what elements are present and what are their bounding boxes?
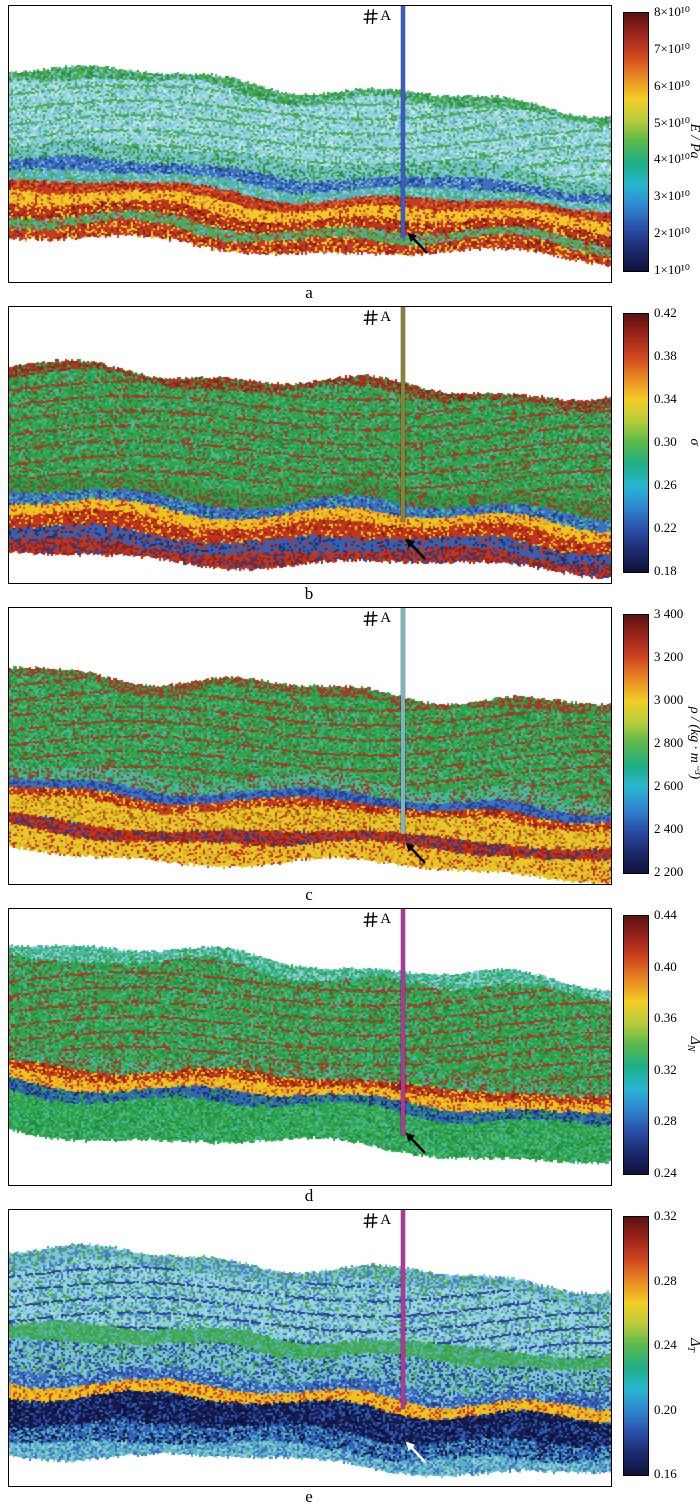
well-track-line [401, 608, 406, 835]
colorbar-axis-label: ΔN [685, 1036, 700, 1052]
jing-character-icon [363, 9, 378, 24]
colorbar [623, 12, 649, 272]
panel-letter: d [304, 1186, 314, 1205]
colorbar-axis-label: σ [686, 438, 700, 446]
well-label: A [363, 610, 391, 627]
jing-character-icon [363, 611, 378, 626]
panel-b: A 0.42 0.38 0.34 0.30 0.26 0.22 0.18 σ b [0, 301, 700, 603]
seismic-plot-e: A [8, 1209, 612, 1487]
colorbar [623, 915, 649, 1175]
colorbar-axis-label: E / Pa [686, 123, 700, 159]
colorbar-group: 0.42 0.38 0.34 0.30 0.26 0.22 0.18 σ [623, 305, 700, 578]
well-name-text: A [380, 610, 392, 626]
colorbar-group: 0.44 0.40 0.36 0.32 0.28 0.24 ΔN [623, 907, 700, 1180]
annotation-arrow [405, 1441, 427, 1464]
panel-letter: c [305, 885, 313, 904]
jing-character-icon [363, 912, 378, 927]
colorbar-tick-labels: 0.42 0.38 0.34 0.30 0.26 0.22 0.18 [654, 305, 677, 578]
panel-letter: a [305, 283, 313, 302]
panel-letter: b [304, 584, 314, 603]
seismic-plot-a: A [8, 5, 612, 283]
colorbar-group: 0.32 0.28 0.24 0.20 0.16 ΔT [623, 1208, 700, 1481]
seismic-section-canvas [9, 307, 611, 583]
well-name-text: A [380, 1212, 392, 1228]
colorbar [623, 313, 649, 573]
annotation-arrow [405, 842, 427, 864]
well-track-line [401, 307, 406, 523]
well-label: A [363, 1212, 391, 1229]
colorbar [623, 1216, 649, 1476]
colorbar-axis-label: ΔT [685, 1338, 700, 1352]
annotation-arrow [405, 538, 427, 561]
colorbar-axis-label: ρ / (kg · m⁻³) [686, 706, 700, 780]
panel-c: A 3 400 3 200 3 000 2 800 2 600 2 400 2 200 ρ … [0, 602, 700, 904]
well-name-text: A [380, 309, 392, 325]
well-label: A [363, 309, 391, 326]
well-track-line [401, 1210, 406, 1409]
seismic-plot-b: A [8, 306, 612, 584]
well-name-text: A [380, 8, 392, 24]
seismic-section-canvas [9, 6, 611, 282]
annotation-arrow [407, 232, 428, 254]
colorbar-tick-labels: 0.44 0.40 0.36 0.32 0.28 0.24 [654, 907, 677, 1180]
panel-letter: e [305, 1487, 313, 1506]
well-track-line [401, 6, 406, 238]
panel-a: A 8×10¹⁰ 7×10¹⁰ 6×10¹⁰ 5×10¹⁰ 4×10¹⁰ 3×10¹⁰ 2×… [0, 0, 700, 302]
colorbar [623, 614, 649, 874]
well-label: A [363, 911, 391, 928]
jing-character-icon [363, 310, 378, 325]
seismic-plot-d: A [8, 908, 612, 1186]
panel-e: A 0.32 0.28 0.24 0.20 0.16 ΔT e [0, 1204, 700, 1506]
seismic-plot-c: A [8, 607, 612, 885]
annotation-arrow [405, 1132, 427, 1154]
seismic-section-canvas [9, 1210, 611, 1486]
colorbar-tick-labels: 8×10¹⁰ 7×10¹⁰ 6×10¹⁰ 5×10¹⁰ 4×10¹⁰ 3×10¹⁰ 2×10… [654, 4, 690, 277]
well-name-text: A [380, 911, 392, 927]
colorbar-group: 3 400 3 200 3 000 2 800 2 600 2 400 2 200 ρ / … [623, 606, 700, 879]
well-track-line [401, 909, 406, 1136]
seismic-section-canvas [9, 909, 611, 1185]
jing-character-icon [363, 1213, 378, 1228]
panel-d: A 0.44 0.40 0.36 0.32 0.28 0.24 ΔN d [0, 903, 700, 1205]
colorbar-tick-labels: 0.32 0.28 0.24 0.20 0.16 [654, 1208, 677, 1481]
seismic-section-canvas [9, 608, 611, 884]
well-label: A [363, 8, 391, 25]
colorbar-group: 8×10¹⁰ 7×10¹⁰ 6×10¹⁰ 5×10¹⁰ 4×10¹⁰ 3×10¹⁰ 2×10… [623, 4, 700, 277]
colorbar-tick-labels: 3 400 3 200 3 000 2 800 2 600 2 400 2 200 [654, 606, 684, 879]
